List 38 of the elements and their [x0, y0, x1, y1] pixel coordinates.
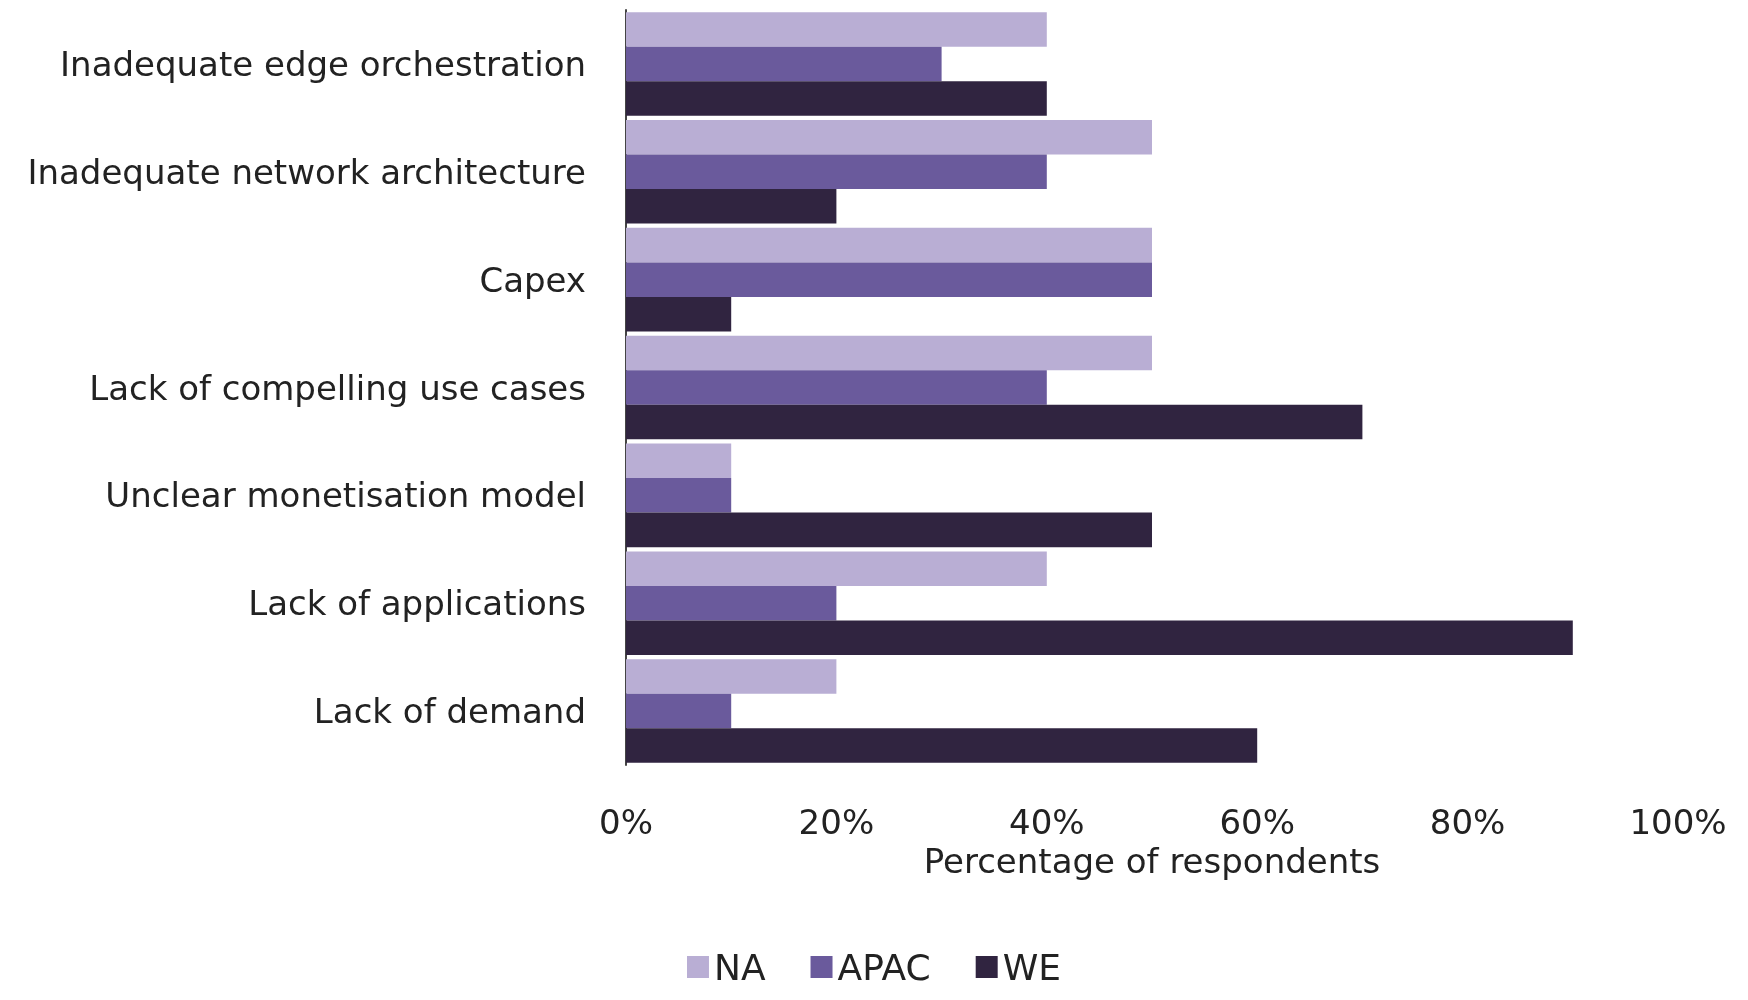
legend-label: APAC — [837, 946, 931, 988]
bar — [626, 189, 837, 224]
x-tick-label: 0% — [599, 802, 653, 842]
bar — [626, 478, 732, 513]
bar — [626, 262, 1152, 297]
y-tick-label: Inadequate network architecture — [27, 151, 586, 192]
x-tick-label: 100% — [1629, 802, 1727, 842]
bar — [626, 620, 1573, 655]
bar — [626, 12, 1047, 47]
bar — [626, 443, 732, 479]
legend-label: NA — [713, 946, 766, 988]
bar — [626, 512, 1152, 548]
bar — [626, 693, 732, 729]
bar — [626, 296, 732, 332]
y-tick-label: Capex — [479, 259, 586, 300]
y-tick-label: Lack of demand — [313, 691, 586, 732]
bar — [626, 659, 837, 694]
y-tick-label: Lack of compelling use cases — [89, 367, 586, 408]
bar — [626, 46, 942, 82]
bar — [626, 370, 1047, 405]
bar — [626, 81, 1047, 116]
bar — [626, 728, 1258, 763]
bar — [626, 227, 1152, 263]
x-tick-label: 20% — [798, 802, 875, 842]
x-axis-title: Percentage of respondents — [923, 840, 1381, 881]
bar — [626, 551, 1047, 586]
y-tick-label: Inadequate edge orchestration — [60, 43, 586, 84]
x-tick-label: 60% — [1219, 802, 1295, 842]
bar — [626, 585, 837, 621]
x-tick-label: 40% — [1009, 802, 1085, 842]
legend-label: WE — [1002, 946, 1062, 988]
x-tick-label: 80% — [1429, 802, 1506, 842]
bar — [626, 120, 1152, 155]
bar — [626, 404, 1363, 440]
y-tick-label: Unclear monetisation model — [105, 475, 586, 516]
bar — [626, 335, 1152, 371]
y-tick-label: Lack of applications — [248, 583, 586, 624]
bar — [626, 154, 1047, 190]
